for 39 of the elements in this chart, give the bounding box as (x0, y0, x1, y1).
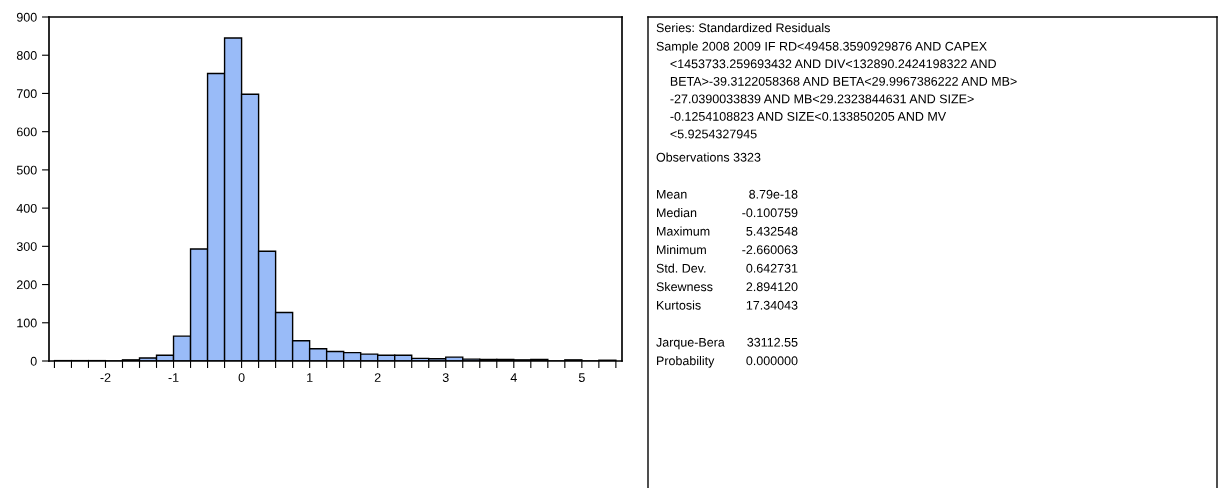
y-tick-label: 200 (16, 280, 37, 290)
category-label: Std. Dev. (656, 263, 706, 273)
y-tick-label: 800 (16, 51, 37, 60)
category-label: Kurtosis (657, 300, 701, 310)
x-tick-label: 3 (442, 373, 449, 382)
data-label: -0.100759 (742, 208, 798, 218)
data-label: -2.660063 (742, 245, 798, 255)
y-tick-label: 300 (16, 242, 37, 251)
text: Observations 3323 (656, 152, 761, 162)
x-tick-label: -1 (168, 373, 179, 382)
text: Sample 2008 2009 IF RD<49458.3590929876 AND CAPEX <1453733.259693432 AND DIV<132890.2424198322 AND BETA>-39.3122058368 AND BETA<29.9967386222 AND MB> -27.0390033839 AND MB<29.2323844631 AND SIZE> -0.1254108823 AND SIZE<0.133850205 AND MV <5.9254327945 (656, 41, 1017, 139)
category-label: Jarque-Bera (656, 337, 725, 350)
x-tick-label: 1 (307, 373, 313, 382)
category-label: Median (657, 208, 697, 218)
y-tick-label: 600 (16, 127, 37, 137)
y-tick-label: 100 (17, 318, 37, 328)
text: Series: Standardized Residuals (656, 23, 830, 33)
data-label: 2.894120 (746, 282, 798, 292)
category-label: Minimum (657, 245, 706, 255)
category-label: Maximum (657, 226, 710, 236)
category-label: Probability (657, 356, 715, 368)
data-label: 17.34043 (746, 300, 798, 310)
y-tick-label: 900 (16, 12, 37, 22)
x-tick-label: 5 (578, 373, 585, 382)
category-label: Skewness (656, 282, 713, 292)
data-label: 0.642731 (746, 263, 798, 273)
y-tick-label: 500 (16, 165, 37, 175)
data-label: 33112.55 (747, 337, 798, 347)
data-label: 5.432548 (746, 226, 798, 236)
y-tick-label: 700 (16, 89, 37, 99)
category-label: Mean (657, 189, 687, 199)
data-label: 8.79e-18 (749, 189, 798, 199)
x-tick-label: 4 (510, 373, 517, 382)
data-label: 0.000000 (746, 356, 798, 366)
x-tick-label: -2 (100, 373, 111, 382)
x-tick-label: 2 (374, 373, 381, 382)
x-tick-label: 0 (238, 373, 245, 382)
y-tick-label: 400 (16, 203, 37, 213)
y-tick-label: 0 (30, 356, 37, 366)
